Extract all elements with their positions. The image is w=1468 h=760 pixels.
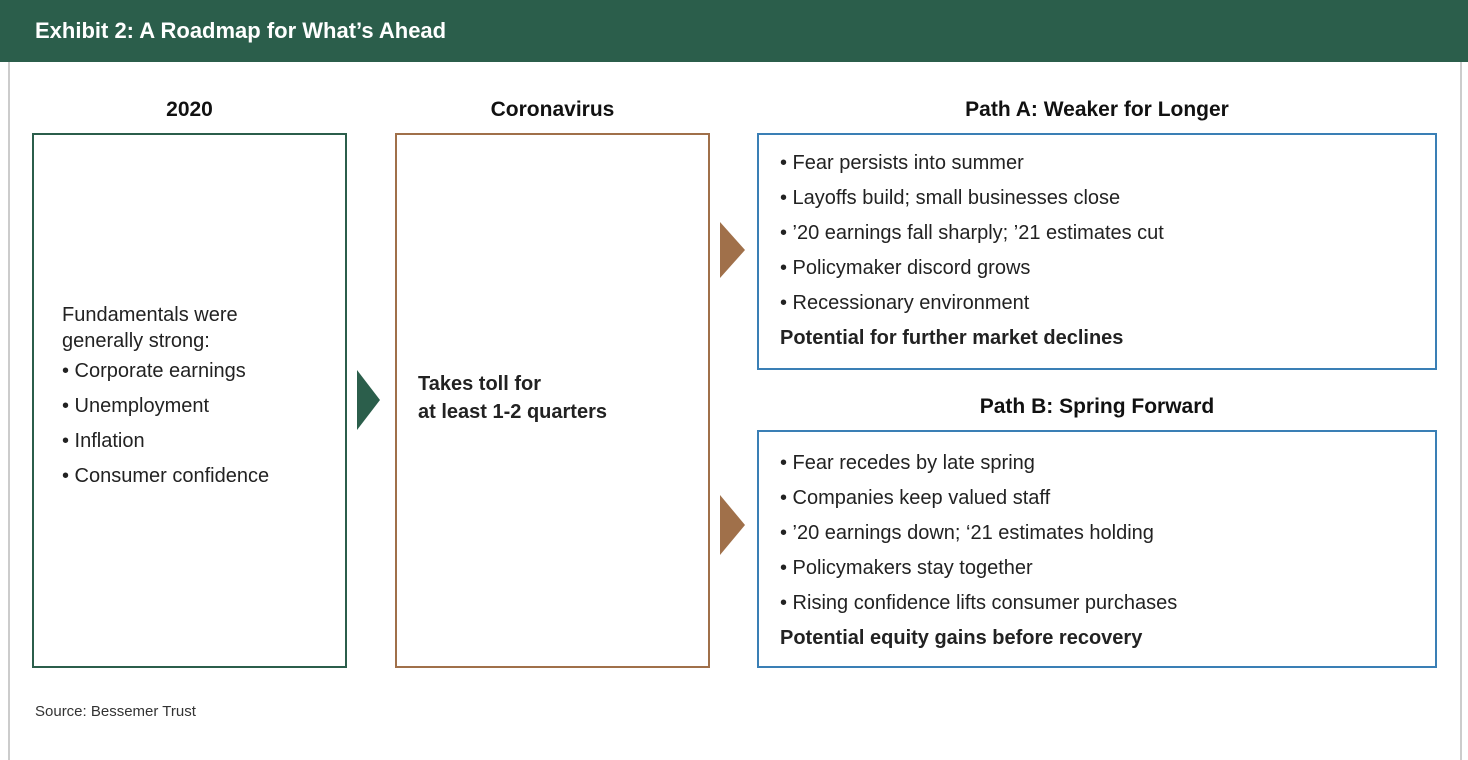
box-path-a	[757, 133, 1437, 370]
heading: Coronavirus	[490, 98, 615, 121]
bullet: • Corporate earnings	[62, 360, 246, 382]
bullet: • Rising confidence lifts consumer purch…	[780, 592, 1178, 614]
virus-line: at least 1-2 quarters	[418, 401, 607, 423]
bullet: • Recessionary environment	[780, 292, 1030, 314]
intro-line: Fundamentals were	[62, 304, 238, 326]
source: Source: Bessemer Trust	[35, 703, 196, 720]
bullet: • Fear persists into summer	[780, 152, 1024, 174]
bullet: • ’20 earnings fall sharply; ’21 estimat…	[780, 222, 1164, 244]
bullet: • Consumer confidence	[62, 465, 270, 487]
text-2020: Fundamentals were generally strong: • Corp…	[62, 302, 269, 494]
frame	[8, 0, 1462, 760]
bullet: • Inflation	[62, 430, 145, 452]
bullet: • Fear recedes by late spring	[780, 452, 1035, 474]
bullet: • Policymaker discord grows	[780, 257, 1031, 279]
bullet: • Unemployment	[62, 395, 210, 417]
heading: Path B: Spring Forward	[979, 395, 1215, 418]
intro-line: generally strong:	[62, 330, 210, 352]
text-path-a: • Fear persists into summer • Layoffs bui…	[780, 146, 1164, 356]
title: Exhibit 2: A Roadmap for What’s Ahead	[35, 18, 447, 43]
text-virus: Takes toll for at least 1-2 quarters	[418, 370, 607, 426]
heading: 2020	[166, 98, 213, 121]
heading: Path A: Weaker for Longer	[965, 98, 1229, 121]
conclusion: Potential for further market declines	[780, 327, 1124, 349]
header-bar	[0, 0, 1468, 62]
box-2020	[32, 133, 347, 668]
arrow	[720, 222, 745, 278]
virus-line: Takes toll for	[418, 373, 541, 395]
arrow	[720, 495, 745, 555]
text-path-b: • Fear recedes by late spring • Companies…	[780, 446, 1177, 656]
arrow	[357, 370, 380, 430]
arrows	[357, 222, 745, 555]
box-virus	[395, 133, 710, 668]
conclusion: Potential equity gains before recovery	[780, 627, 1143, 649]
bullet: • ’20 earnings down; ‘21 estimates holdi…	[780, 522, 1154, 544]
box-path-b	[757, 430, 1437, 668]
bullet: • Layoffs build; small businesses close	[780, 187, 1121, 209]
bullet: • Companies keep valued staff	[780, 487, 1051, 509]
bullet: • Policymakers stay together	[780, 557, 1033, 579]
